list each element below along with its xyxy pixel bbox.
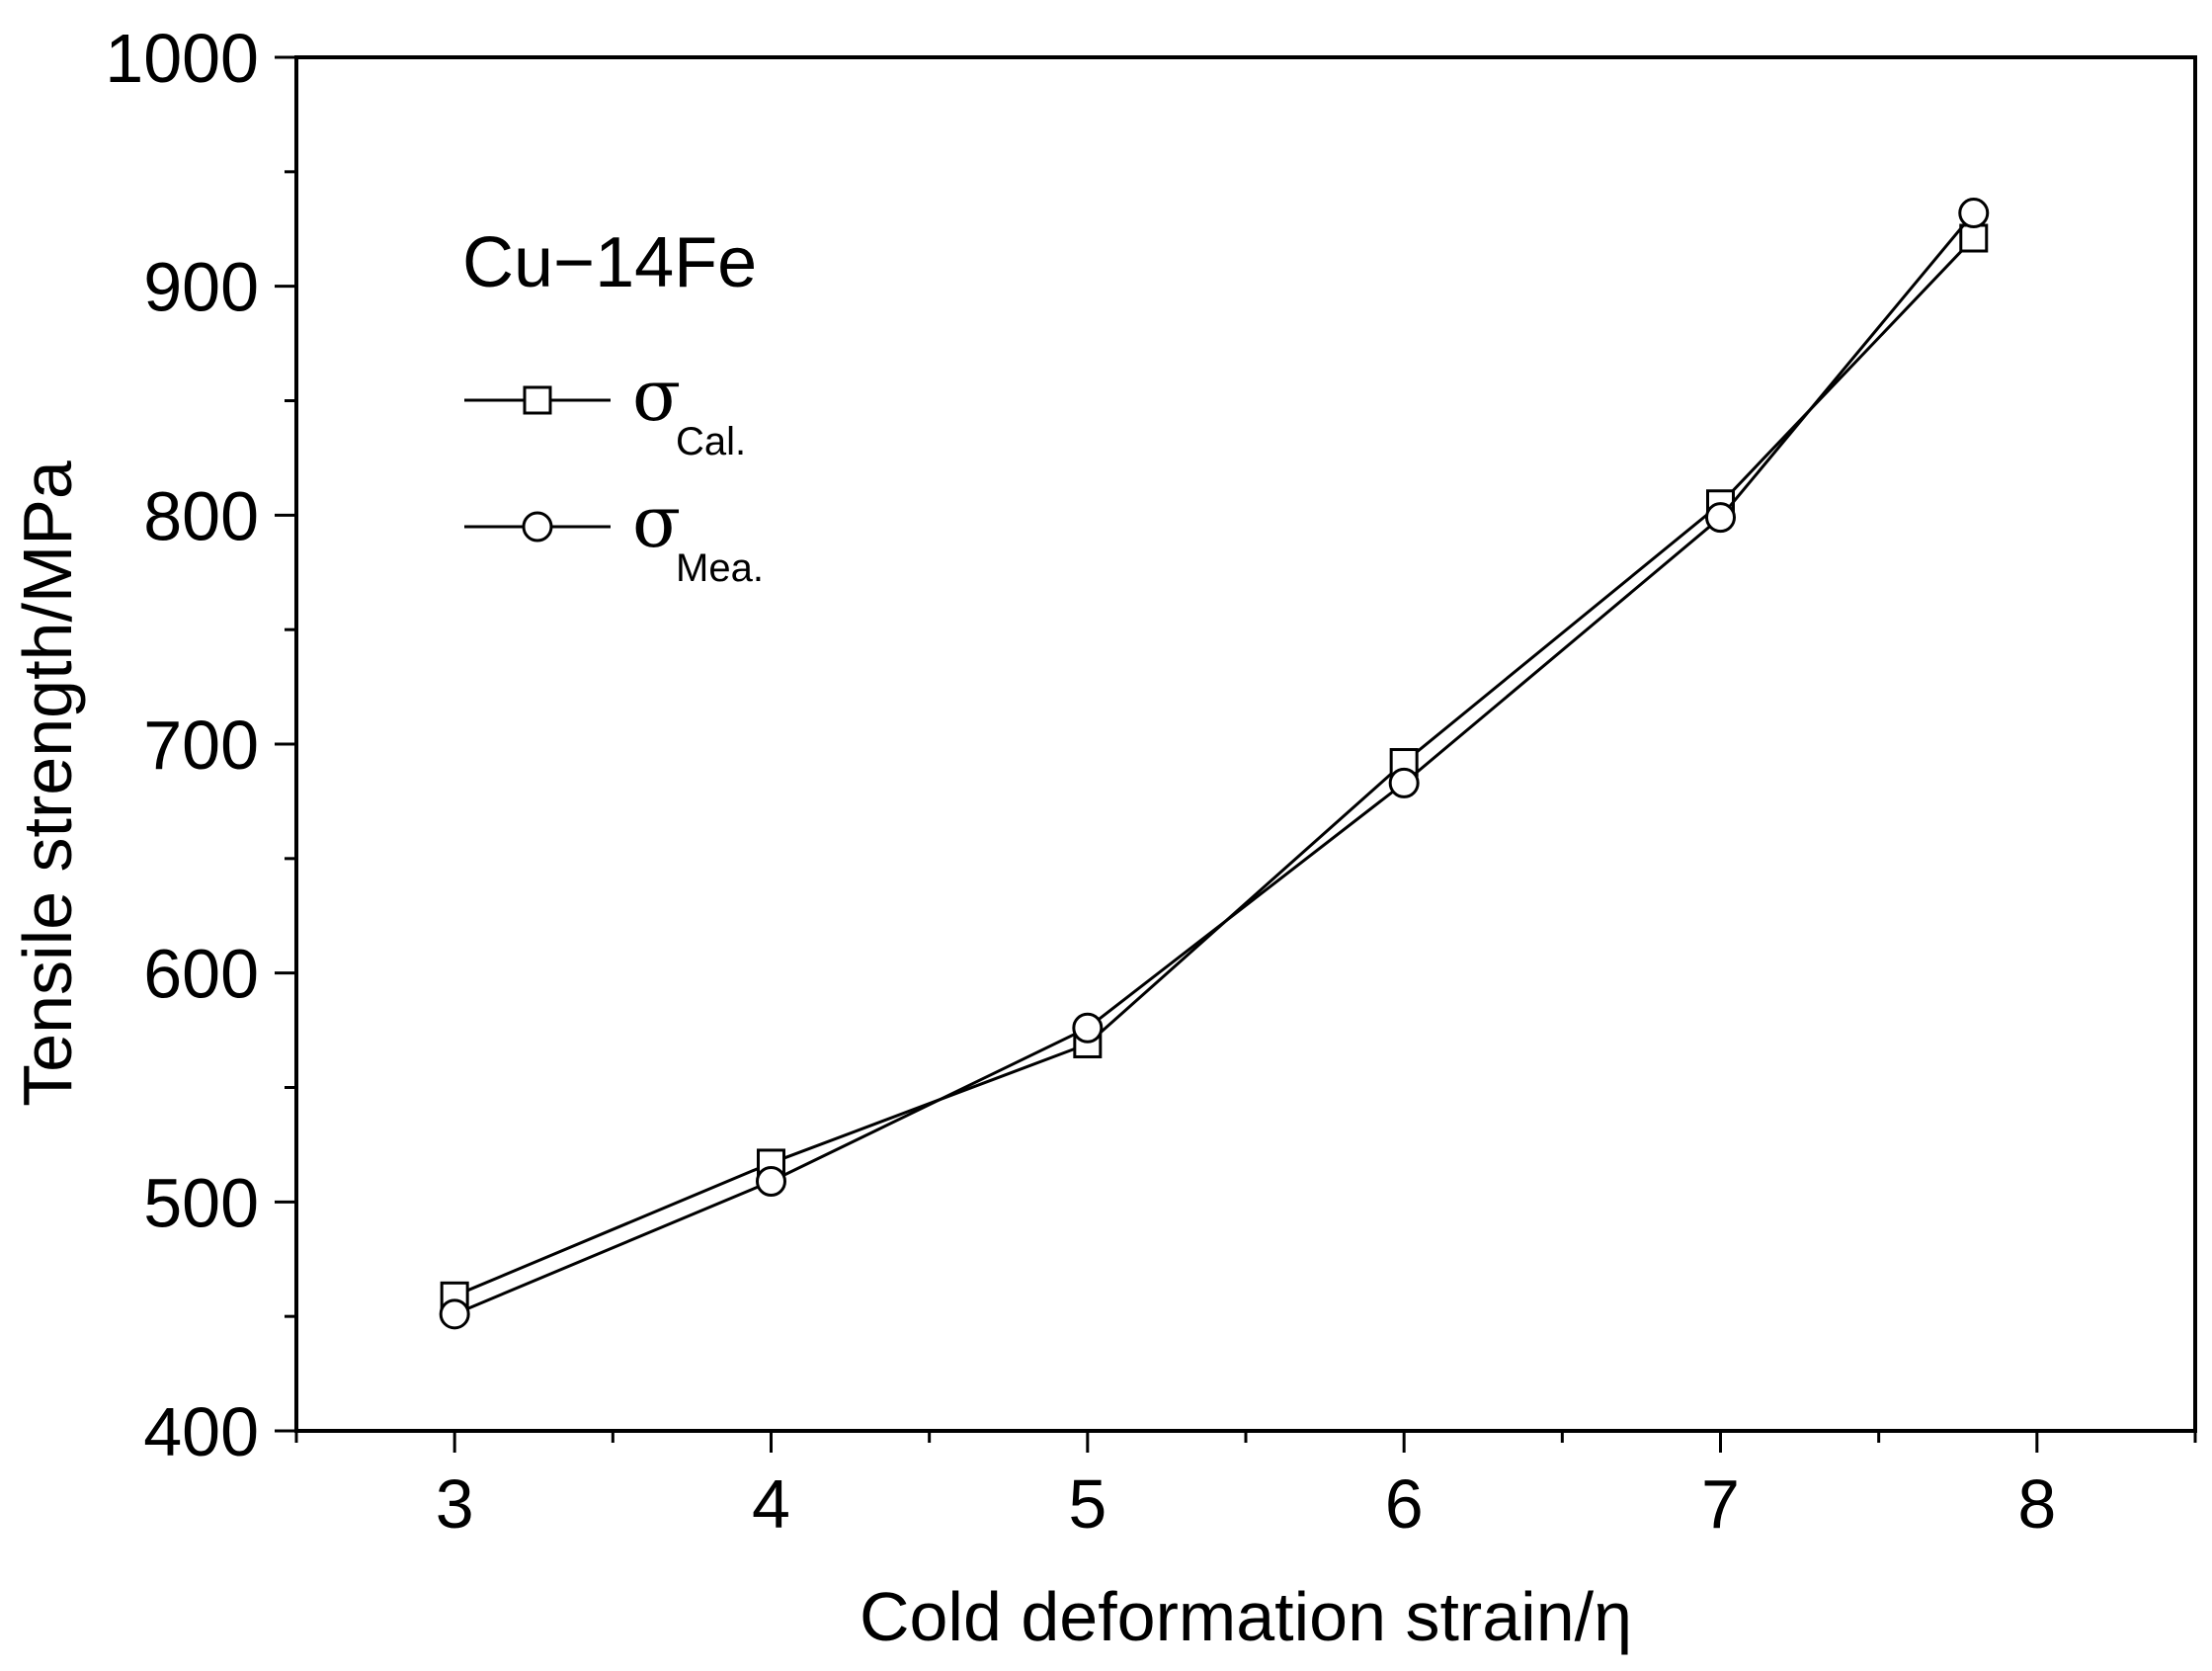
- square-marker: [1959, 223, 1989, 253]
- y-tick-label: 400: [143, 1393, 259, 1470]
- series-cal: [440, 223, 1989, 1310]
- series-mea: [439, 198, 1990, 1330]
- y-tick-label: 800: [143, 477, 259, 554]
- annotation-label: Cu−14Fe: [462, 223, 757, 302]
- legend-subscript: Cal.: [676, 420, 746, 463]
- x-tick-label: 5: [1068, 1465, 1106, 1543]
- y-tick-label: 900: [143, 249, 259, 326]
- y-axis-title: Tensile strength/MPa: [9, 460, 86, 1107]
- legend-symbol: σ: [632, 480, 681, 563]
- y-tick-label: 1000: [105, 20, 259, 97]
- y-tick-label: 600: [143, 936, 259, 1013]
- x-tick-label: 8: [2017, 1465, 2056, 1543]
- x-tick-label: 7: [1701, 1465, 1740, 1543]
- series-line: [453, 236, 1975, 1297]
- x-tick-label: 6: [1385, 1465, 1424, 1543]
- legend-symbol: σ: [632, 354, 681, 437]
- axes: 3 4 5 6 7 8 400 500 600 700 800 900 1000: [105, 20, 2197, 1543]
- series-line: [453, 211, 1975, 1316]
- x-axis-title: Cold deformation strain/η: [860, 1578, 1632, 1655]
- circle-marker: [1388, 767, 1420, 798]
- legend-subscript: Mea.: [676, 546, 764, 590]
- series-layer: [439, 198, 1990, 1330]
- circle-marker: [1705, 502, 1736, 534]
- y-tick-label: 700: [143, 707, 259, 784]
- circle-marker: [1072, 1012, 1104, 1044]
- circle-marker: [756, 1165, 786, 1197]
- x-tick-label: 4: [752, 1465, 790, 1543]
- x-tick-label: 3: [436, 1465, 474, 1543]
- circle-marker: [439, 1298, 470, 1330]
- y-tick-label: 500: [143, 1164, 259, 1241]
- legend-square-marker: [523, 385, 552, 415]
- circle-marker: [1958, 198, 1990, 229]
- legend-circle-marker: [522, 511, 553, 543]
